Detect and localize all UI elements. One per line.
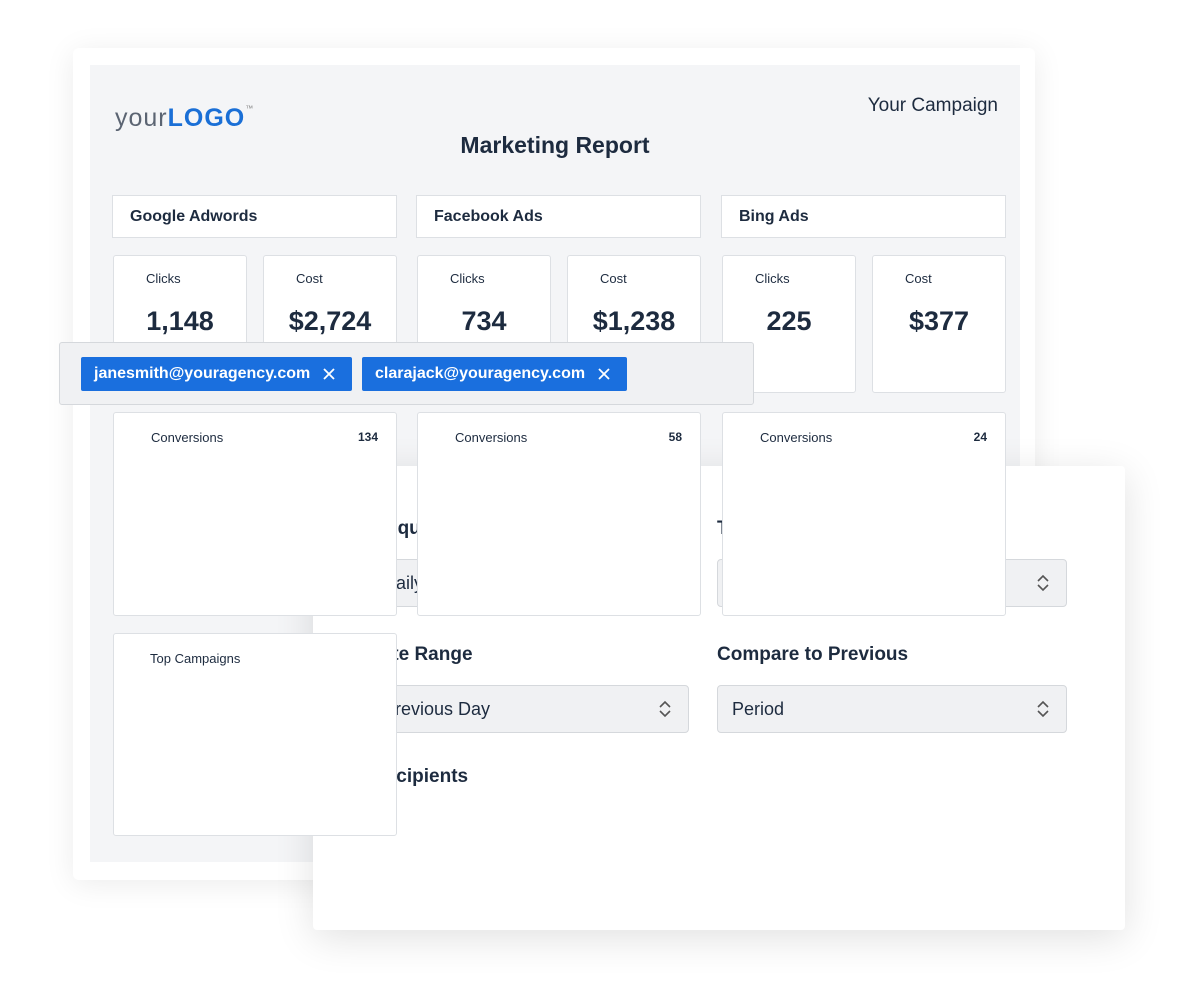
select-value: Previous Day xyxy=(383,699,491,719)
logo-prefix: your xyxy=(115,104,168,132)
source-name: Bing Ads xyxy=(739,208,809,225)
chevron xyxy=(1037,700,1049,718)
metric-value: 1,148 xyxy=(146,306,214,336)
source-header: Facebook Ads xyxy=(416,195,701,238)
recipient-email: clarajack@youragency.com xyxy=(375,365,586,382)
metric-value: $377 xyxy=(908,306,970,336)
metric-label: Cost xyxy=(296,271,323,286)
metric-label: Cost xyxy=(600,271,627,286)
metric-label: Clicks xyxy=(146,271,181,286)
close-icon xyxy=(598,368,610,380)
report-title: Marketing Report xyxy=(460,132,650,158)
select-chevron xyxy=(659,700,671,718)
logo: yourLOGO™ xyxy=(115,104,254,133)
campaign-name: Your Campaign xyxy=(867,95,998,116)
logo-mark: ™ xyxy=(245,104,255,113)
metric-value: 734 xyxy=(461,306,507,336)
conversions-card: Conversions 24 xyxy=(722,412,1006,616)
select[interactable]: Previous Day xyxy=(368,685,689,733)
recipient-chip: janesmith@youragency.com xyxy=(81,357,353,391)
recipient-email: janesmith@youragency.com xyxy=(94,365,311,382)
select-value: Period xyxy=(732,699,785,719)
conversions-label: Conversions xyxy=(760,430,833,445)
recipient-chip: clarajack@youragency.com xyxy=(362,357,628,391)
source-name: Facebook Ads xyxy=(434,208,543,225)
conversions-total: 24 xyxy=(973,430,987,444)
remove-recipient[interactable] xyxy=(598,368,610,380)
metric-value: 225 xyxy=(766,306,812,336)
conversions-label: Conversions xyxy=(151,430,224,445)
close-icon xyxy=(323,368,335,380)
conversions-card: Conversions 58 xyxy=(417,412,701,616)
metric-label: Clicks xyxy=(755,271,790,286)
chevron xyxy=(1037,574,1049,592)
select-chevron xyxy=(1037,574,1049,592)
campaigns-card: Top Campaigns xyxy=(113,633,397,836)
field-label: Compare to Previous xyxy=(717,644,909,665)
metric-label: Cost xyxy=(905,271,932,286)
select-chevron xyxy=(1037,700,1049,718)
campaigns-title: Top Campaigns xyxy=(150,651,241,666)
conversions-total: 134 xyxy=(357,430,378,444)
conversions-total: 58 xyxy=(668,430,682,444)
select[interactable]: Period xyxy=(717,685,1067,733)
source-name: Google Adwords xyxy=(130,208,258,225)
source-header: Google Adwords xyxy=(112,195,397,238)
metric-label: Clicks xyxy=(450,271,485,286)
recipients-box: janesmith@youragency.com clarajack@yourag… xyxy=(59,342,754,405)
chevron xyxy=(659,700,671,718)
remove-recipient[interactable] xyxy=(323,368,335,380)
source-header: Bing Ads xyxy=(721,195,1006,238)
metric-value: $2,724 xyxy=(288,306,372,336)
conversions-label: Conversions xyxy=(455,430,528,445)
logo-brand: LOGO xyxy=(167,104,246,132)
metric-value: $1,238 xyxy=(592,306,676,336)
metric-card: Cost $377 xyxy=(872,255,1006,393)
conversions-card: Conversions 134 xyxy=(113,412,397,616)
